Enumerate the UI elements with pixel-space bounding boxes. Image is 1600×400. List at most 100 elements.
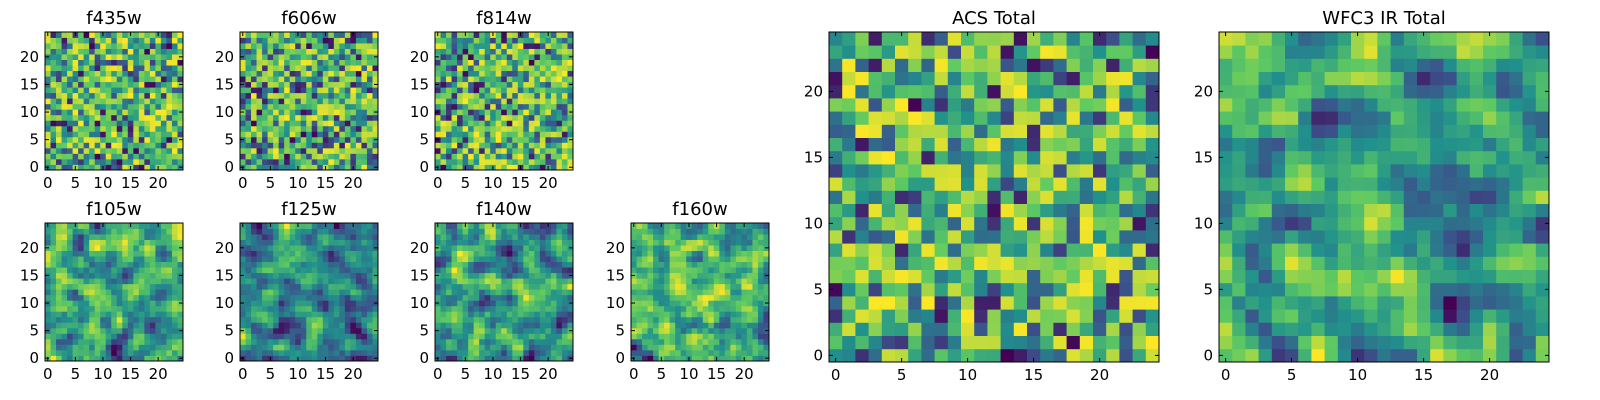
- heatmap-cell: [1066, 335, 1081, 350]
- heatmap-cell: [735, 267, 742, 274]
- heatmap-cell: [94, 311, 101, 318]
- heatmap-cell: [534, 48, 541, 55]
- heatmap-cell: [556, 272, 563, 279]
- heatmap-cell: [100, 250, 107, 257]
- heatmap-cell: [361, 272, 368, 279]
- heatmap-cell: [83, 48, 90, 55]
- heatmap-cell: [567, 92, 574, 99]
- heatmap-cell: [1093, 296, 1107, 310]
- heatmap-cell: [127, 70, 134, 77]
- heatmap-cell: [72, 65, 79, 72]
- heatmap-cell: [284, 272, 291, 279]
- heatmap-cell: [517, 316, 524, 323]
- heatmap-cell: [642, 278, 648, 285]
- heatmap-cell: [177, 158, 184, 165]
- heatmap-cell: [658, 228, 665, 235]
- heatmap-cell: [490, 43, 497, 49]
- heatmap-cell: [144, 338, 151, 345]
- heatmap-cell: [468, 43, 475, 49]
- heatmap-cell: [361, 92, 368, 99]
- heatmap-cell: [479, 289, 486, 296]
- heatmap-cell: [122, 109, 129, 116]
- heatmap-cell: [267, 147, 274, 154]
- heatmap-cell: [144, 65, 151, 72]
- heatmap-cell: [631, 294, 637, 301]
- heatmap-cell: [256, 54, 263, 60]
- heatmap-cell: [440, 327, 447, 334]
- heatmap-cell: [730, 333, 737, 340]
- heatmap-cell: [45, 70, 51, 77]
- heatmap-cell: [473, 344, 480, 351]
- heatmap-cell: [105, 37, 112, 44]
- heatmap-cell: [490, 103, 497, 110]
- heatmap-cell: [545, 294, 552, 301]
- heatmap-cell: [545, 322, 552, 329]
- heatmap-cell: [1040, 296, 1054, 310]
- heatmap-cell: [719, 261, 726, 268]
- heatmap-cell: [322, 239, 329, 246]
- heatmap-cell: [273, 234, 280, 240]
- heatmap-cell: [50, 256, 57, 263]
- heatmap-cell: [763, 294, 770, 301]
- heatmap-cell: [746, 355, 753, 362]
- heatmap-cell: [171, 158, 178, 165]
- heatmap-cell: [111, 349, 118, 356]
- heatmap-cell: [177, 48, 184, 55]
- heatmap-cell: [556, 261, 563, 268]
- heatmap-cell: [311, 316, 318, 323]
- heatmap-cell: [350, 87, 357, 94]
- heatmap-cell: [735, 300, 742, 307]
- heatmap-cell: [166, 294, 173, 301]
- heatmap-cell: [116, 153, 123, 160]
- heatmap-cell: [1132, 296, 1147, 310]
- heatmap-cell: [155, 37, 162, 44]
- heatmap-cell: [251, 98, 257, 105]
- heatmap-cell: [273, 59, 280, 66]
- heatmap-cell: [361, 147, 368, 154]
- heatmap-cell: [317, 355, 324, 362]
- heatmap-cell: [306, 250, 313, 257]
- heatmap-cell: [284, 32, 291, 38]
- heatmap-cell: [133, 125, 140, 132]
- heatmap-cell: [83, 272, 90, 279]
- heatmap-cell: [658, 239, 665, 246]
- heatmap-cell: [658, 245, 665, 251]
- heatmap-cell: [355, 48, 362, 55]
- heatmap-cell: [138, 158, 145, 165]
- heatmap-cell: [339, 37, 346, 44]
- heatmap-cell: [713, 316, 720, 323]
- heatmap-cell: [171, 54, 178, 60]
- heatmap-cell: [479, 228, 486, 235]
- heatmap-cell: [446, 109, 452, 116]
- heatmap-cell: [1053, 348, 1067, 363]
- heatmap-cell: [534, 59, 541, 66]
- heatmap-cell: [350, 65, 357, 72]
- heatmap-cell: [127, 256, 134, 263]
- heatmap-cell: [306, 272, 313, 279]
- heatmap-cell: [680, 283, 687, 290]
- heatmap-cell: [245, 136, 252, 143]
- heatmap-cell: [528, 261, 535, 268]
- heatmap-cell: [278, 300, 285, 307]
- heatmap-cell: [111, 120, 118, 127]
- heatmap-cell: [512, 300, 519, 307]
- heatmap-cell: [339, 239, 346, 246]
- heatmap-cell: [317, 300, 324, 307]
- heatmap-cell: [83, 76, 90, 83]
- heatmap-cell: [289, 300, 296, 307]
- heatmap-cell: [144, 109, 151, 116]
- heatmap-cell: [479, 164, 486, 171]
- heatmap-cell: [842, 150, 856, 165]
- heatmap-cell: [144, 283, 151, 290]
- heatmap-cell: [567, 239, 574, 246]
- heatmap-cell: [686, 245, 693, 251]
- heatmap-cell: [94, 92, 101, 99]
- heatmap-cell: [67, 223, 73, 229]
- heatmap-cell: [322, 278, 329, 285]
- heatmap-cell: [506, 92, 513, 99]
- x-tick-label: 20: [149, 174, 168, 192]
- heatmap-cell: [122, 322, 129, 329]
- heatmap-cell: [921, 282, 935, 297]
